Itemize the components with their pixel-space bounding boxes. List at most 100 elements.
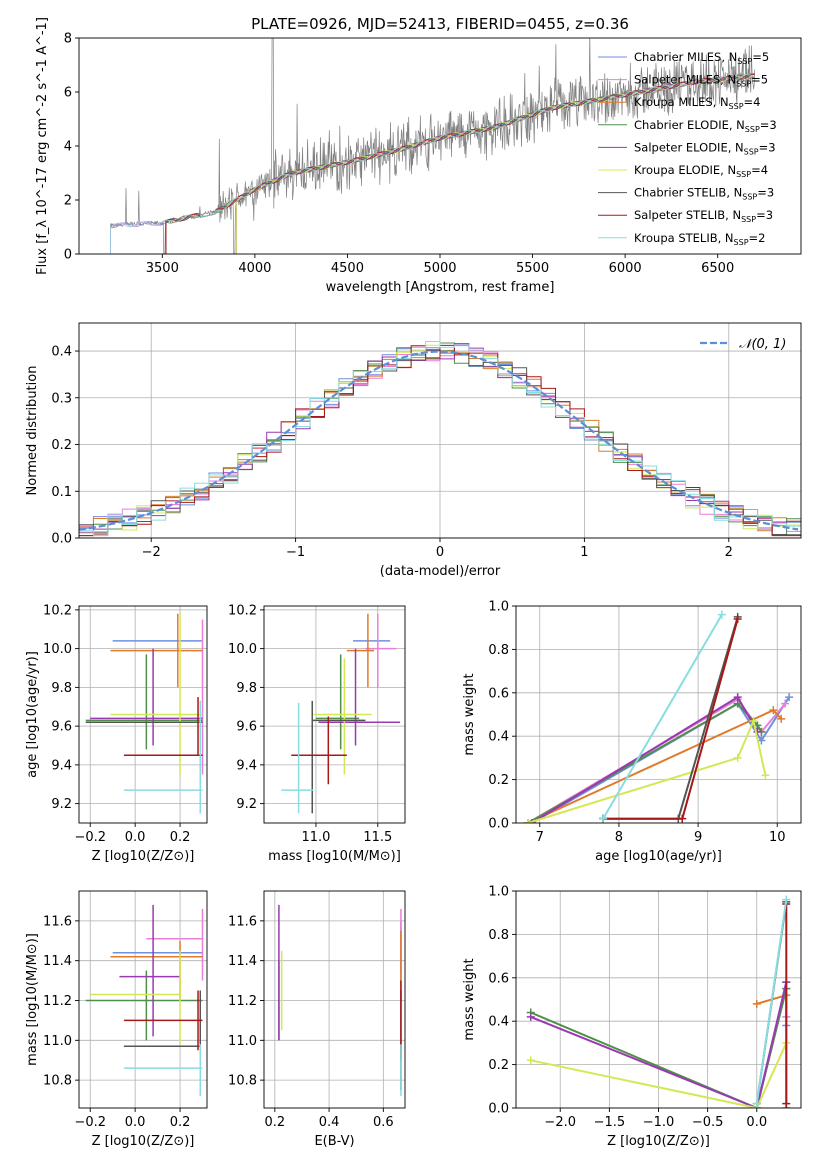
y-tick-label: 9.2 (51, 797, 72, 812)
mass-weight-marker (785, 693, 794, 702)
x-tick-label: −1 (286, 545, 305, 560)
legend-label: Chabrier MILES, NSSP=5 (634, 50, 769, 66)
y-tick-label: 10.8 (228, 1074, 257, 1089)
y-tick-label: 4 (64, 140, 72, 155)
x-tick-label: 7 (536, 830, 544, 845)
y-tick-label: 0.0 (488, 1102, 509, 1117)
mass-weight-marker (761, 771, 770, 780)
x-axis-label: mass [log10(M/M⊙)] (268, 849, 401, 864)
x-tick-label: −2 (142, 545, 161, 560)
y-tick-label: 1.0 (488, 600, 509, 615)
legend-label: Kroupa MILES, NSSP=4 (634, 95, 760, 111)
y-tick-label: 10.0 (228, 642, 257, 657)
y-tick-label: 11.0 (43, 1034, 72, 1049)
x-tick-label: 5500 (516, 261, 549, 276)
y-tick-label: 0.4 (51, 345, 72, 360)
x-tick-label: 4000 (238, 261, 271, 276)
mass-weight-line (530, 981, 788, 1108)
y-tick-label: 9.2 (236, 797, 257, 812)
axes-frame (263, 890, 406, 1109)
chart-spectrum: 3500 4000 4500 5000 5500 6000 6500 0 2 4 6 8 wavelen… (35, 17, 802, 295)
x-axis-label: Z [log10(Z/Z⊙)] (92, 1134, 195, 1149)
chart-age-vs-Z: −0.2 0.0 0.2 9.2 9.4 9.6 9.8 10.0 10.2 Z [log10(Z… (25, 603, 208, 864)
mass-weight-marker (527, 819, 536, 823)
legend-label: Kroupa ELODIE, NSSP=4 (634, 163, 768, 179)
y-axis-label: mass [log10(M/M⊙)] (25, 933, 40, 1066)
residual-histogram (79, 340, 801, 536)
y-tick-label: 11.6 (43, 914, 72, 929)
legend-label: Kroupa STELIB, NSSP=2 (634, 231, 765, 247)
y-tick-label: 11.4 (228, 954, 257, 969)
x-axis-label: Z [log10(Z/Z⊙)] (607, 1134, 710, 1149)
x-tick-label: 10 (769, 830, 786, 845)
y-tick-label: 0 (64, 248, 72, 263)
y-tick-label: 8 (64, 32, 72, 47)
x-axis-label: age [log10(age/yr)] (595, 849, 722, 864)
chart-mass-vs-Z: −0.2 0.0 0.2 10.8 11.0 11.2 11.4 11.6 Z [log10(Z… (25, 890, 208, 1149)
y-tick-label: 0.3 (51, 391, 72, 406)
y-tick-label: 0.1 (51, 485, 72, 500)
y-tick-label: 11.2 (43, 994, 72, 1009)
y-axis-label: mass weight (462, 958, 477, 1040)
x-axis-label: E(B-V) (314, 1134, 354, 1149)
x-axis-label: wavelength [Angstrom, rest frame] (326, 280, 555, 295)
x-tick-label: 9 (694, 830, 702, 845)
mass-weight-marker (717, 610, 726, 619)
plot-area (516, 891, 801, 1108)
y-tick-label: 9.4 (236, 758, 257, 773)
x-tick-label: −1.5 (594, 1115, 626, 1130)
y-tick-label: 0.4 (488, 730, 509, 745)
mass-weight-line (527, 708, 782, 823)
mass-weight-line (755, 899, 788, 1104)
y-tick-label: 10.2 (43, 603, 72, 618)
plot-area (79, 606, 207, 823)
y-axis-label: mass weight (462, 673, 477, 755)
x-tick-label: 0.0 (125, 1115, 146, 1130)
mass-weight-marker (526, 1056, 535, 1065)
x-tick-label: 11.0 (301, 830, 330, 845)
y-tick-label: 11.2 (228, 994, 257, 1009)
x-tick-label: −2.0 (544, 1115, 576, 1130)
mass-weight-line (603, 618, 739, 820)
chart-massweight-vs-age: 7 8 9 10 0.0 0.2 0.4 0.6 0.8 1.0 age [log10(age/yr… (462, 600, 802, 864)
y-tick-label: 10.0 (43, 642, 72, 657)
axes-frame (78, 890, 208, 1109)
y-tick-label: 0.2 (488, 1058, 509, 1073)
x-tick-label: 0.2 (265, 1115, 286, 1130)
y-tick-label: 0.6 (488, 971, 509, 986)
model-line (235, 74, 755, 254)
plot-area (516, 606, 801, 823)
y-axis-label: age [log10(age/yr)] (25, 651, 40, 778)
x-tick-label: 0.0 (125, 830, 146, 845)
legend-label: Salpeter ELODIE, NSSP=3 (634, 140, 776, 156)
y-tick-label: 6 (64, 86, 72, 101)
mass-weight-marker (777, 714, 786, 723)
mass-weight-marker (526, 1012, 535, 1021)
x-tick-label: −0.5 (692, 1115, 724, 1130)
mass-weight-marker (733, 753, 742, 762)
y-tick-label: 0.0 (51, 532, 72, 547)
chart-massweight-vs-Z: −2.0 −1.5 −1.0 −0.5 0.0 0.0 0.2 0.4 0.6 0.8 1.0 Z [… (462, 885, 802, 1149)
model-line (110, 74, 755, 254)
chart-residuals: −2 −1 0 1 2 0.0 0.1 0.2 0.3 0.4 (data-model)/error… (25, 322, 802, 579)
legend-label: Chabrier STELIB, NSSP=3 (634, 186, 774, 202)
x-axis-label: (data-model)/error (380, 564, 501, 579)
chart-mass-vs-ebv: 0.2 0.4 0.6 10.8 11.0 11.2 11.4 11.6 E(B-V) (228, 890, 406, 1149)
x-tick-label: 11.5 (363, 830, 392, 845)
mass-weight-marker (769, 706, 778, 715)
x-tick-label: 6500 (701, 261, 734, 276)
legend-label: 𝒩(0, 1) (739, 337, 786, 352)
model-line (165, 73, 755, 254)
y-tick-label: 9.4 (51, 758, 72, 773)
mass-weight-line (602, 614, 723, 820)
y-tick-label: 0.2 (51, 438, 72, 453)
normal-reference-curve (79, 350, 799, 531)
x-tick-label: 5000 (423, 261, 456, 276)
mass-weight-marker (752, 999, 761, 1008)
y-tick-label: 10.8 (43, 1074, 72, 1089)
x-tick-label: 1 (580, 545, 588, 560)
y-tick-label: 0.0 (488, 817, 509, 832)
y-tick-label: 0.4 (488, 1015, 509, 1030)
plot-area (110, 38, 756, 254)
